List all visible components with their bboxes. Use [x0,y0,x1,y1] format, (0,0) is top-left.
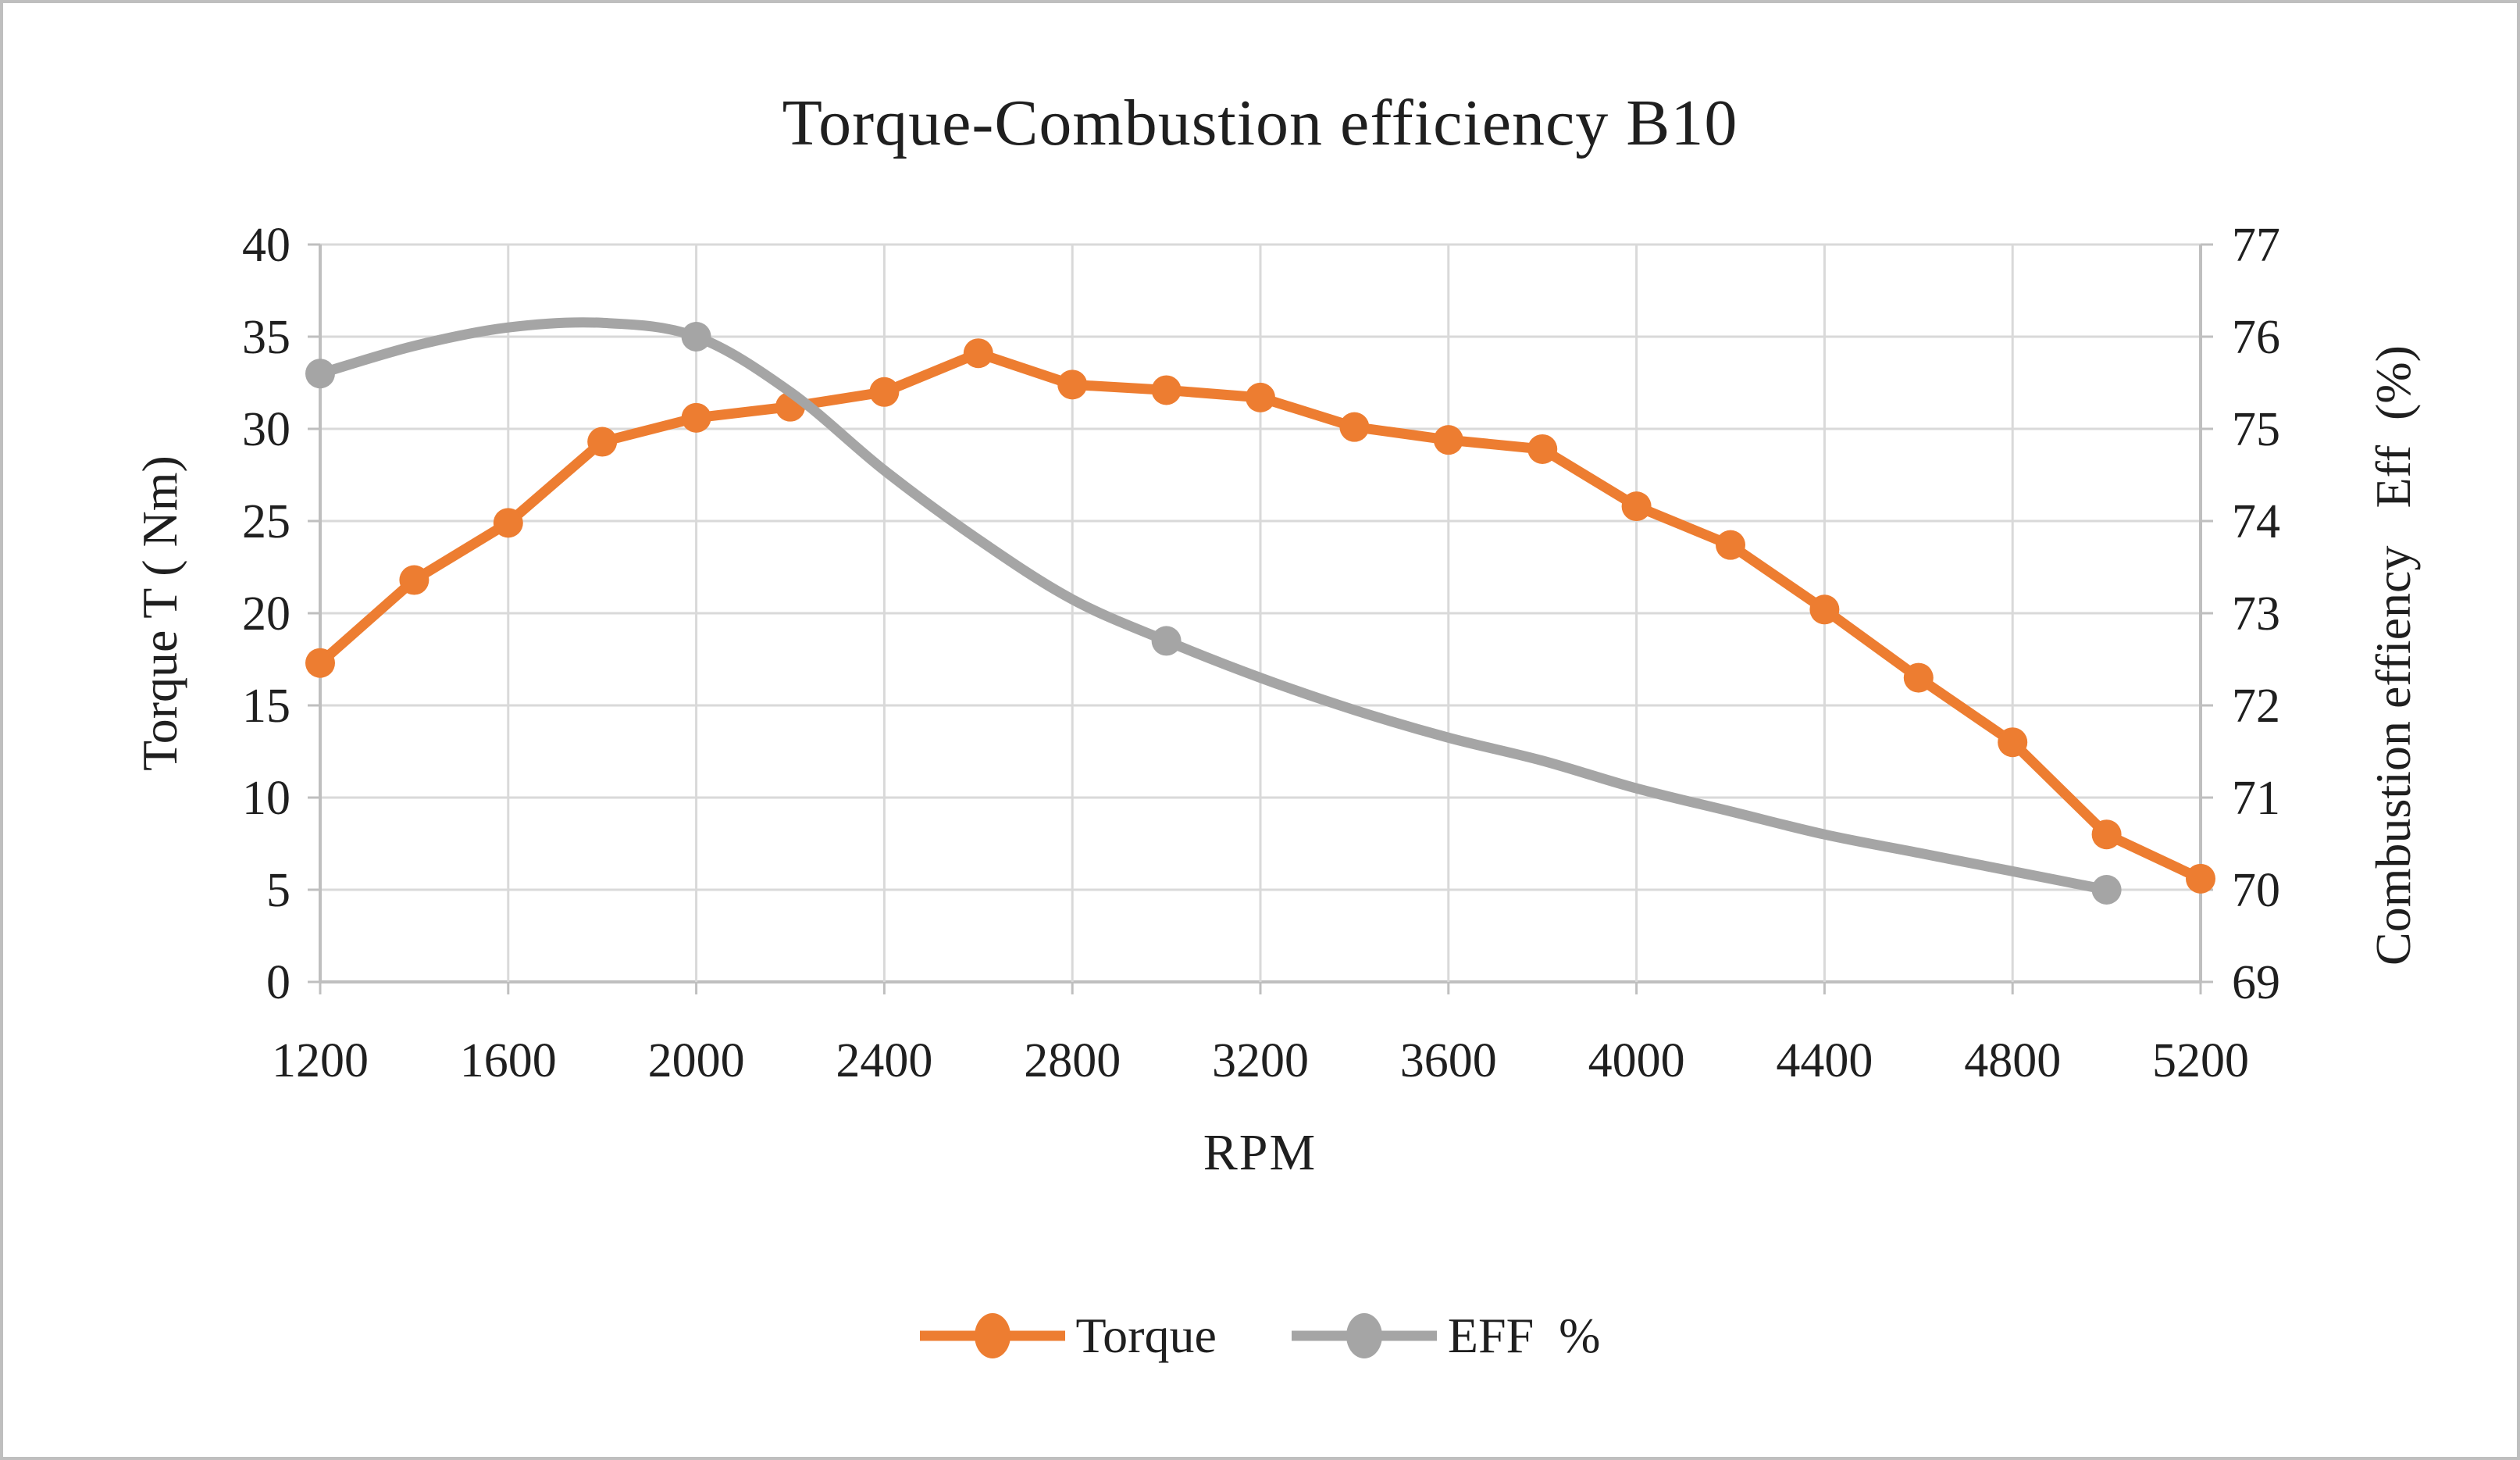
x-tick-label: 4000 [1588,1034,1685,1087]
y-left-tick-label: 5 [266,864,290,917]
torque-marker [305,648,335,678]
legend: Torque EFF % [0,1303,2520,1369]
y-right-tick-label: 73 [2232,587,2280,641]
torque-marker [1151,375,1182,405]
y-right-tick-label: 72 [2232,680,2280,733]
torque-marker [493,508,523,538]
x-tick-label: 2000 [648,1034,745,1087]
y-left-tick-label: 40 [242,219,290,272]
x-tick-label: 1200 [272,1034,369,1087]
y-left-tick-label: 20 [242,587,290,641]
eff-legend-marker-icon [1291,1313,1437,1358]
y-left-tick-label: 15 [242,680,290,733]
legend-label-torque: Torque [1075,1308,1217,1363]
torque-marker [1246,382,1275,412]
torque-marker [1809,594,1840,625]
torque-marker [399,565,430,595]
x-tick-label: 3600 [1400,1034,1497,1087]
torque-marker [963,338,993,369]
y-left-axis-title: Torque T ( Nm) [132,455,187,771]
legend-item-eff: EFF % [1291,1303,1601,1369]
torque-marker [587,427,618,457]
y-right-tick-label: 75 [2232,403,2280,456]
torque-marker [2091,819,2122,850]
torque-marker [1339,412,1370,442]
y-left-tick-label: 0 [266,956,290,1009]
torque-marker [1433,425,1463,455]
torque-marker [2186,863,2215,894]
torque-marker [1903,662,1934,693]
legend-item-torque: Torque [919,1303,1217,1369]
x-tick-label: 2800 [1024,1034,1121,1087]
y-right-tick-label: 76 [2232,311,2280,364]
legend-label-eff: EFF % [1447,1308,1601,1363]
y-left-tick-label: 30 [242,403,290,456]
eff-marker [681,322,711,352]
y-right-tick-label: 77 [2232,219,2280,272]
torque-marker [681,402,711,433]
y-left-tick-label: 35 [242,311,290,364]
x-tick-label: 1600 [460,1034,557,1087]
eff-marker [1151,626,1182,656]
torque-legend-marker-icon [919,1313,1065,1358]
eff-series-line [315,317,2112,895]
y-left-tick-label: 25 [242,495,290,548]
x-tick-label: 4400 [1776,1034,1873,1087]
x-axis-title: RPM [1203,1124,1317,1181]
eff-marker [305,359,335,389]
y-right-tick-label: 71 [2232,772,2280,825]
y-right-tick-label: 70 [2232,864,2280,917]
torque-marker [1716,530,1745,560]
y-right-axis-title: Combustion effiency Eff (%) [2365,345,2421,966]
x-tick-label: 2400 [836,1034,932,1087]
torque-marker [1621,491,1652,522]
torque-marker [1057,369,1088,400]
chart-title: Torque-Combustion efficiency B10 [782,87,1738,159]
eff-marker [2091,875,2122,905]
torque-marker [1527,434,1558,464]
torque-marker [1998,727,2028,758]
x-tick-label: 5200 [2152,1034,2249,1087]
torque-marker [869,377,900,407]
y-left-tick-label: 10 [242,772,290,825]
y-right-tick-label: 69 [2232,956,2280,1009]
x-tick-label: 4800 [1964,1034,2061,1087]
x-tick-label: 3200 [1212,1034,1309,1087]
y-right-tick-label: 74 [2232,495,2280,548]
